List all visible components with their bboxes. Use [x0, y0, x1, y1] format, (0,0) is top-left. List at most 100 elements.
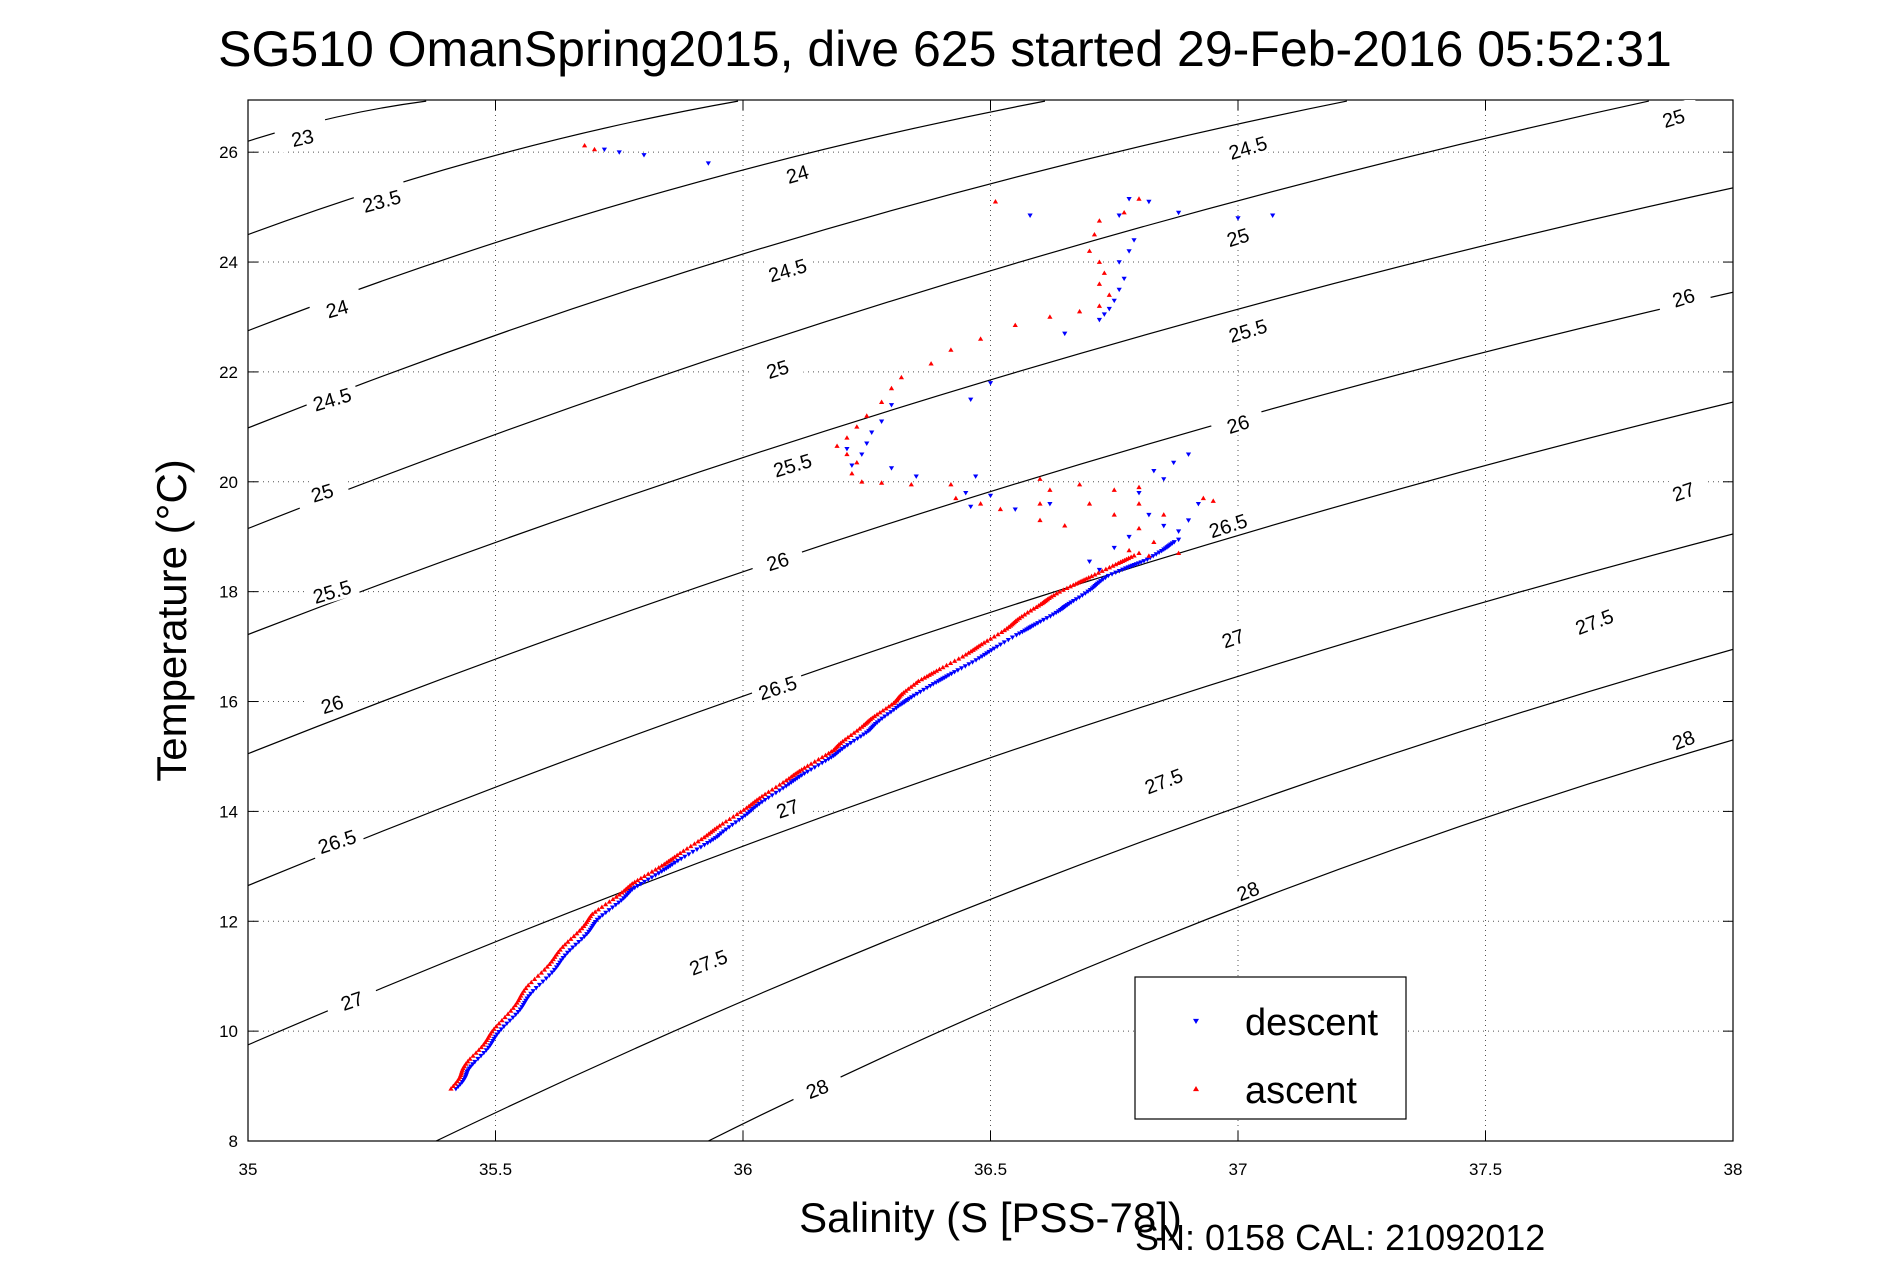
- ascent-point: [1051, 592, 1057, 598]
- descent-point: [1176, 210, 1182, 216]
- ascent-point: [720, 821, 726, 826]
- ascent-point: [616, 892, 622, 897]
- ascent-point: [528, 979, 534, 985]
- descent-point: [1111, 545, 1117, 551]
- descent-point: [1126, 197, 1132, 202]
- descent-point: [849, 463, 855, 468]
- descent-point: [973, 658, 979, 663]
- isopycnal-label-bg: [322, 979, 380, 1019]
- descent-point: [1096, 567, 1102, 573]
- descent-point: [796, 774, 802, 780]
- ascent-point: [538, 970, 544, 975]
- ascent-point: [943, 662, 950, 668]
- ascent-point: [1099, 568, 1105, 573]
- descent-point: [815, 763, 822, 768]
- descent-point: [1153, 552, 1159, 557]
- ascent-point: [963, 652, 969, 657]
- descent-point: [1126, 249, 1132, 254]
- ascent-point: [671, 854, 678, 859]
- ascent-point: [1086, 501, 1093, 506]
- ascent-point: [992, 199, 999, 204]
- descent-point: [859, 452, 865, 457]
- isopycnal-label-bg: [303, 683, 360, 722]
- descent-point: [1041, 617, 1047, 623]
- isopycnal-label-bg: [303, 378, 360, 417]
- ascent-point: [727, 816, 733, 821]
- descent-point: [669, 862, 675, 867]
- isopycnal-label-bg: [303, 570, 360, 609]
- ascent-point: [741, 807, 747, 812]
- descent-point: [498, 1027, 504, 1032]
- descent-point: [1151, 468, 1157, 474]
- ascent-point: [557, 947, 563, 952]
- descent-point: [924, 685, 930, 691]
- descent-point: [976, 656, 982, 661]
- ascent-point: [695, 838, 701, 844]
- isopycnal-label-bg: [1218, 868, 1276, 910]
- descent-point: [773, 790, 779, 796]
- descent-point: [510, 1015, 516, 1021]
- ascent-point: [688, 843, 694, 849]
- y-axis-label: Temperature (°C): [148, 459, 195, 782]
- descent-point: [1116, 260, 1122, 265]
- ascent-point: [956, 656, 962, 661]
- ascent-point: [553, 952, 560, 957]
- descent-point: [1146, 512, 1152, 518]
- ascent-point: [1111, 512, 1117, 517]
- ascent-point: [999, 629, 1005, 635]
- ascent-point: [487, 1031, 494, 1036]
- descent-point: [968, 397, 974, 402]
- descent-point: [478, 1053, 484, 1059]
- ascent-point: [1037, 501, 1043, 506]
- descent-point: [718, 831, 724, 836]
- ascent-point: [879, 399, 885, 404]
- descent-point: [649, 875, 655, 880]
- descent-point: [1171, 540, 1177, 545]
- ascent-point: [480, 1042, 487, 1047]
- ascent-point: [723, 818, 729, 824]
- ascent-point: [1096, 259, 1102, 264]
- ascent-point: [815, 756, 822, 762]
- descent-point: [613, 902, 619, 908]
- ascent-point: [947, 660, 954, 666]
- isopycnal-label-bg: [293, 471, 351, 510]
- ascent-point: [928, 361, 934, 366]
- ascent-point: [762, 791, 768, 797]
- descent-point: [913, 474, 919, 479]
- ascent-point: [1113, 561, 1119, 567]
- descent-point: [986, 649, 992, 655]
- descent-point: [632, 885, 638, 891]
- isopycnal-line: [248, 100, 1046, 332]
- ascent-point: [496, 1021, 502, 1026]
- ascent-point: [1110, 563, 1116, 568]
- descent-point: [629, 887, 635, 892]
- isopycnal-label-bg: [1218, 126, 1276, 165]
- descent-point: [933, 680, 939, 685]
- descent-point: [1001, 640, 1007, 645]
- descent-point: [1047, 501, 1053, 507]
- isopycnal-label-bg: [1654, 469, 1712, 510]
- isopycnal-line: [248, 100, 427, 142]
- ascent-point: [512, 1002, 518, 1008]
- ascent-point: [476, 1047, 482, 1052]
- descent-point: [481, 1051, 487, 1056]
- descent-point: [991, 646, 997, 652]
- ascent-legend-label: ascent: [1245, 1070, 1357, 1112]
- ascent-point: [677, 850, 683, 856]
- chart-title: SG510 OmanSpring2015, dive 625 started 2…: [218, 21, 1672, 77]
- descent-point: [540, 979, 546, 985]
- ascent-point: [926, 672, 932, 677]
- descent-point: [1161, 523, 1167, 529]
- isopycnal-label-bg: [748, 348, 806, 387]
- descent-point: [690, 849, 696, 855]
- descent-point: [1138, 560, 1144, 565]
- descent-point: [765, 795, 772, 801]
- descent-point: [1062, 331, 1068, 337]
- ascent-point: [1048, 594, 1054, 599]
- ascent-point: [864, 413, 870, 418]
- ascent-point: [574, 930, 580, 936]
- ascent-point: [544, 964, 550, 969]
- descent-point: [1120, 567, 1126, 573]
- ascent-point: [1136, 550, 1142, 556]
- descent-point: [822, 758, 829, 764]
